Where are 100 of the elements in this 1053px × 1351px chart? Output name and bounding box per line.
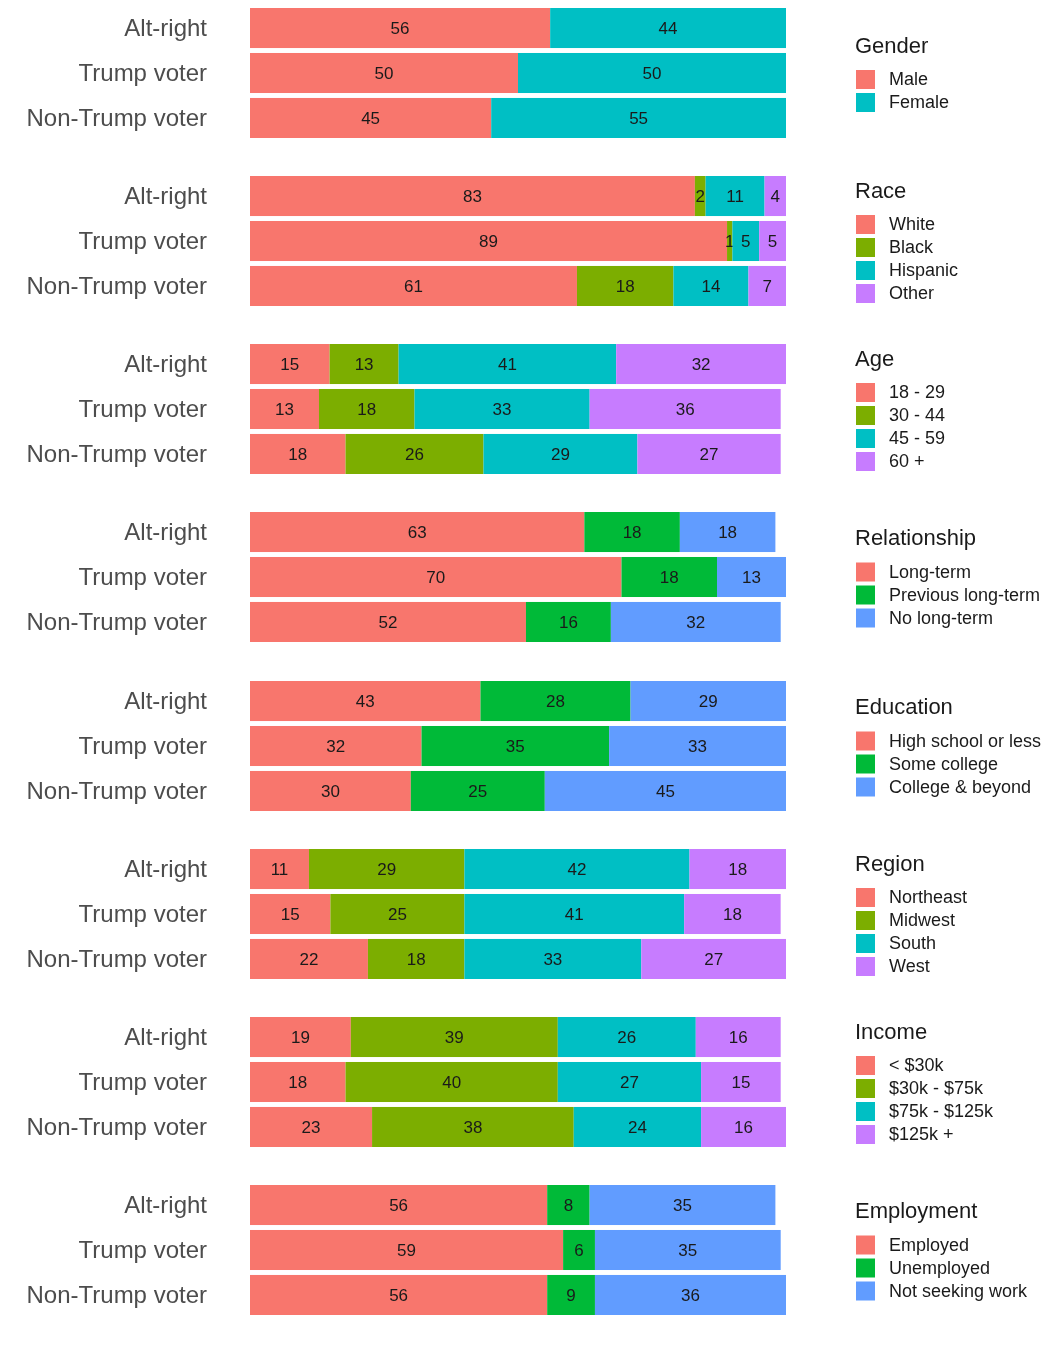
data-label: 24 [627,1117,647,1137]
bar [616,344,786,385]
bar [609,725,786,766]
bar [414,389,590,430]
bar [250,848,309,889]
bar [398,344,617,385]
y-tick-label: Non-Trump voter [26,1281,207,1309]
legend-label: Other [889,283,935,304]
bar [557,1061,702,1102]
data-label: 19 [290,1027,310,1047]
y-tick-label: Alt-right [124,1191,208,1219]
data-label: 8 [563,1195,574,1215]
bar [250,602,526,643]
data-label: 18 [728,859,748,879]
y-tick-label: Alt-right [124,1023,208,1051]
legend-label: 45 - 59 [889,428,946,449]
bar [630,680,786,721]
bar [464,893,685,934]
legend-label: 60 + [889,451,925,472]
data-label: 27 [704,949,724,969]
data-label: 22 [299,949,319,969]
bar [701,1061,781,1102]
data-label: 5 [741,232,751,252]
legend-label: College & beyond [889,776,1032,797]
data-label: 36 [681,1285,700,1305]
bar [594,1274,786,1315]
legend-label: Long-term [889,562,972,583]
bar [410,770,545,811]
legend-label: No long-term [889,608,994,629]
y-tick-label: Non-Trump voter [26,440,207,468]
data-label: 32 [691,355,711,375]
bar [308,848,465,889]
bar [372,1106,574,1147]
data-label: 33 [543,949,563,969]
y-tick-label: Non-Trump voter [26,608,207,636]
data-label: 25 [387,904,407,924]
legend-label: 18 - 29 [889,382,946,403]
bar [717,557,786,598]
data-label: 41 [497,355,517,375]
data-label: 35 [505,736,525,756]
bar [250,1229,564,1270]
y-tick-label: Alt-right [124,182,208,210]
y-tick-label: Non-Trump voter [26,945,207,973]
bar [483,434,638,475]
y-tick-label: Non-Trump voter [26,104,207,132]
legend-label: Midwest [889,909,956,930]
data-label: 33 [492,400,512,420]
y-tick-label: Trump voter [78,563,207,591]
data-label: 15 [280,355,300,375]
bar [250,344,330,385]
bar [421,725,610,766]
bar [250,434,346,475]
data-label: 35 [678,1240,698,1260]
bar [491,97,786,138]
data-label: 18 [718,523,738,543]
data-label: 18 [288,445,308,465]
data-label: 39 [444,1027,464,1047]
bar [250,512,585,553]
bar [589,1184,776,1225]
data-label: 5 [767,232,778,252]
data-label: 35 [673,1195,692,1215]
bar [250,176,695,217]
legend-label: High school or less [889,730,1042,751]
bar [250,725,422,766]
legend-label: $30k - $75k [889,1078,985,1099]
y-tick-label: Alt-right [124,14,208,42]
data-label: 2 [695,187,705,207]
bar [345,434,484,475]
legend-label: Northeast [889,886,968,907]
legend-title: Employment [855,1198,978,1224]
bar [594,1229,781,1270]
data-label: 89 [479,232,498,252]
y-tick-label: Trump voter [78,59,207,87]
bar [610,602,781,643]
data-label: 7 [762,277,772,297]
data-label: 29 [698,691,718,711]
bar [329,344,399,385]
data-label: 44 [658,18,678,38]
bar [621,557,718,598]
data-label: 15 [280,904,300,924]
data-label: 52 [378,613,398,633]
data-label: 59 [397,1240,417,1260]
legend-title: Race [855,177,907,203]
legend-label: $125k + [889,1124,954,1145]
bar [250,52,518,94]
y-tick-label: Trump voter [78,731,207,759]
y-tick-label: Non-Trump voter [26,776,207,804]
data-label: 70 [426,568,446,588]
data-label: 56 [389,1195,409,1215]
data-label: 41 [564,904,584,924]
bar [764,176,786,217]
data-label: 18 [288,1072,308,1092]
bar [573,1106,702,1147]
bar [318,389,415,430]
data-label: 27 [619,1072,639,1092]
data-label: 32 [326,736,346,756]
bar [689,848,786,889]
y-tick-label: Trump voter [78,900,207,928]
bar [250,1106,373,1147]
data-label: 13 [742,568,761,588]
